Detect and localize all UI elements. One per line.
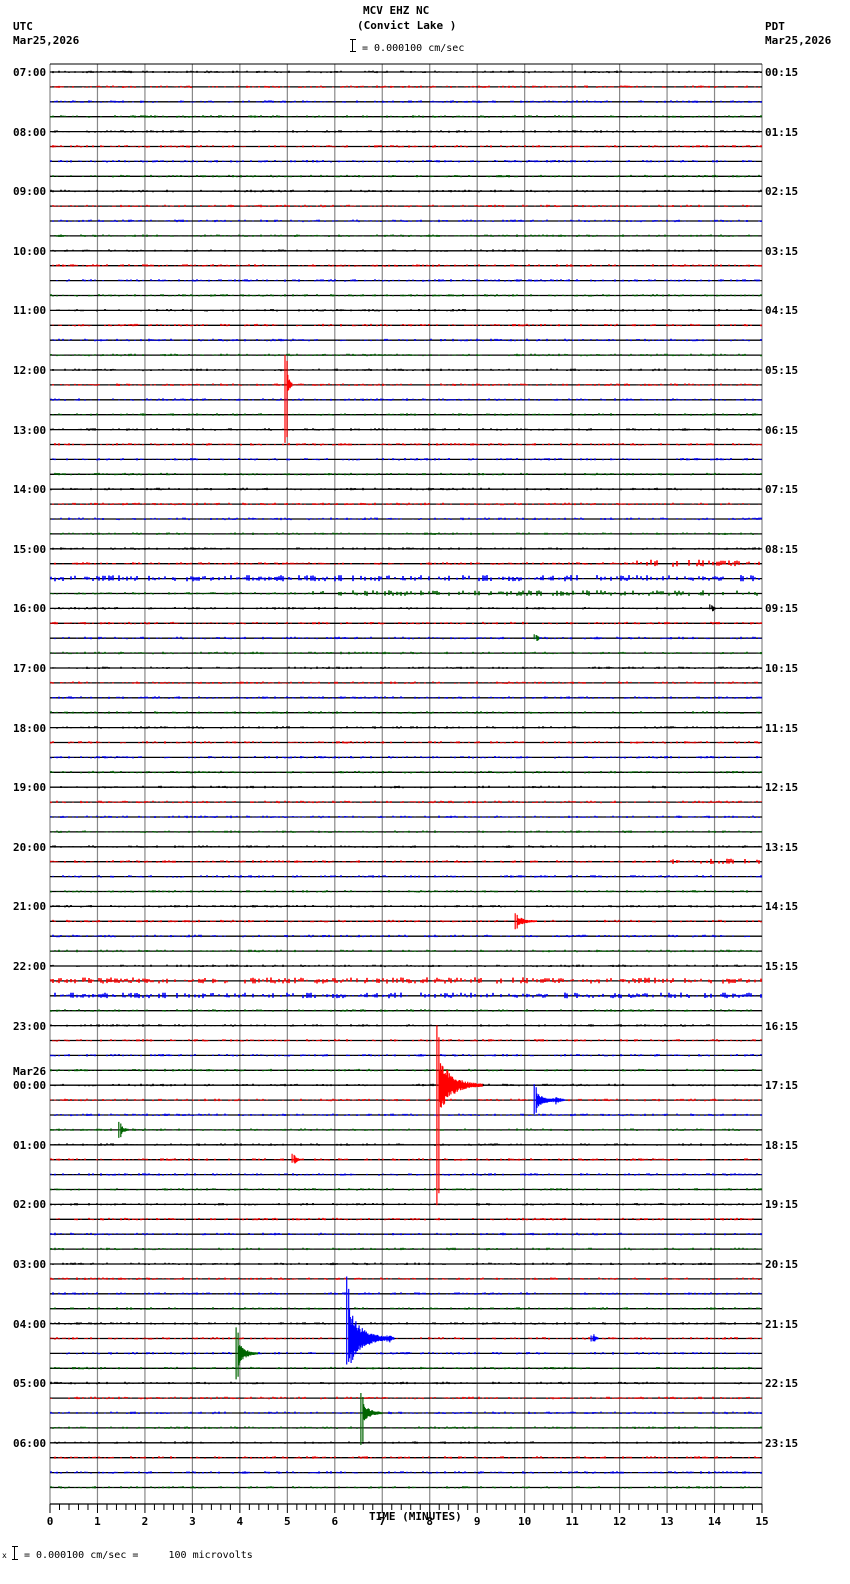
utc-hour-label: 23:00 — [13, 1019, 47, 1033]
footer-mark: x — [2, 1551, 7, 1560]
svg-text:10: 10 — [518, 1515, 531, 1528]
utc-hour-label: 05:00 — [13, 1377, 47, 1391]
pdt-hour-label: 21:15 — [765, 1317, 799, 1331]
pdt-hour-label: 02:15 — [765, 185, 799, 199]
utc-hour-label: 06:00 — [13, 1436, 47, 1450]
utc-hour-label: 09:00 — [13, 185, 47, 199]
utc-hour-label: 14:00 — [13, 483, 47, 497]
svg-text:3: 3 — [189, 1515, 196, 1528]
pdt-hour-label: 14:15 — [765, 900, 799, 914]
utc-hour-label: 08:00 — [13, 125, 47, 139]
footer-scale-bar-icon — [12, 1546, 21, 1560]
pdt-hour-label: 07:15 — [765, 483, 799, 497]
svg-text:14: 14 — [708, 1515, 722, 1528]
pdt-hour-label: 06:15 — [765, 423, 799, 437]
svg-text:2: 2 — [142, 1515, 149, 1528]
utc-hour-label: 21:00 — [13, 900, 47, 914]
svg-text:4: 4 — [237, 1515, 244, 1528]
date-change-label: Mar26 — [13, 1065, 47, 1079]
pdt-hour-label: 22:15 — [765, 1377, 799, 1391]
utc-hour-label: 02:00 — [13, 1198, 47, 1212]
utc-hour-label: 22:00 — [13, 960, 47, 973]
svg-text:12: 12 — [613, 1515, 626, 1528]
utc-hour-label: 15:00 — [13, 542, 47, 556]
pdt-hour-label: 18:15 — [765, 1138, 799, 1152]
utc-hour-label: 07:00 — [13, 66, 47, 79]
x-axis-title: TIME (MINUTES) — [369, 1510, 462, 1523]
pdt-hour-label: 11:15 — [765, 721, 799, 735]
svg-text:1: 1 — [94, 1515, 101, 1528]
right-date-label: Mar25,2026 — [765, 34, 832, 47]
pdt-hour-label: 16:15 — [765, 1019, 799, 1033]
left-timezone-label: UTC — [13, 20, 33, 33]
pdt-hour-label: 20:15 — [765, 1258, 799, 1271]
utc-hour-label: 10:00 — [13, 244, 47, 258]
pdt-hour-label: 03:15 — [765, 244, 799, 258]
svg-text:15: 15 — [755, 1515, 768, 1528]
svg-text:5: 5 — [284, 1515, 291, 1528]
left-date-label: Mar25,2026 — [13, 34, 80, 47]
pdt-hour-label: 08:15 — [765, 542, 799, 556]
pdt-hour-label: 13:15 — [765, 840, 799, 854]
pdt-hour-label: 05:15 — [765, 364, 799, 377]
utc-hour-label: 16:00 — [13, 602, 47, 616]
utc-hour-label: 01:00 — [13, 1138, 47, 1152]
pdt-hour-label: 10:15 — [765, 662, 799, 675]
right-timezone-label: PDT — [765, 20, 785, 33]
amplitude-scale-bar-icon — [350, 39, 359, 52]
footer-scale-note: = 0.000100 cm/sec = 100 microvolts — [24, 1550, 253, 1561]
pdt-hour-label: 09:15 — [765, 602, 799, 616]
pdt-hour-label: 23:15 — [765, 1436, 799, 1450]
utc-hour-label: 11:00 — [13, 304, 47, 318]
svg-text:11: 11 — [566, 1515, 580, 1528]
utc-hour-label: 04:00 — [13, 1317, 47, 1331]
utc-hour-label: 03:00 — [13, 1258, 47, 1271]
svg-text:13: 13 — [660, 1515, 673, 1528]
station-title: MCV EHZ NC — [363, 4, 430, 17]
svg-text:8: 8 — [426, 1515, 433, 1528]
utc-hour-label: 00:00 — [13, 1079, 47, 1093]
pdt-hour-label: 12:15 — [765, 781, 799, 795]
svg-text:0: 0 — [47, 1515, 54, 1528]
utc-hour-label: 13:00 — [13, 423, 47, 437]
svg-text:6: 6 — [331, 1515, 338, 1528]
pdt-hour-label: 15:15 — [765, 960, 799, 973]
station-location: (Convict Lake ) — [357, 19, 457, 32]
svg-text:9: 9 — [474, 1515, 481, 1528]
utc-hour-label: 18:00 — [13, 721, 47, 735]
pdt-hour-label: 19:15 — [765, 1198, 799, 1212]
utc-hour-label: 17:00 — [13, 662, 47, 675]
utc-hour-label: 20:00 — [13, 840, 47, 854]
utc-hour-label: 19:00 — [13, 781, 47, 795]
pdt-hour-label: 04:15 — [765, 304, 799, 318]
amplitude-scale-label: = 0.000100 cm/sec — [362, 43, 465, 54]
pdt-hour-label: 17:15 — [765, 1079, 799, 1093]
pdt-hour-label: 01:15 — [765, 125, 799, 139]
utc-hour-label: 12:00 — [13, 364, 47, 377]
pdt-hour-label: 00:15 — [765, 66, 799, 79]
svg-text:7: 7 — [379, 1515, 386, 1528]
